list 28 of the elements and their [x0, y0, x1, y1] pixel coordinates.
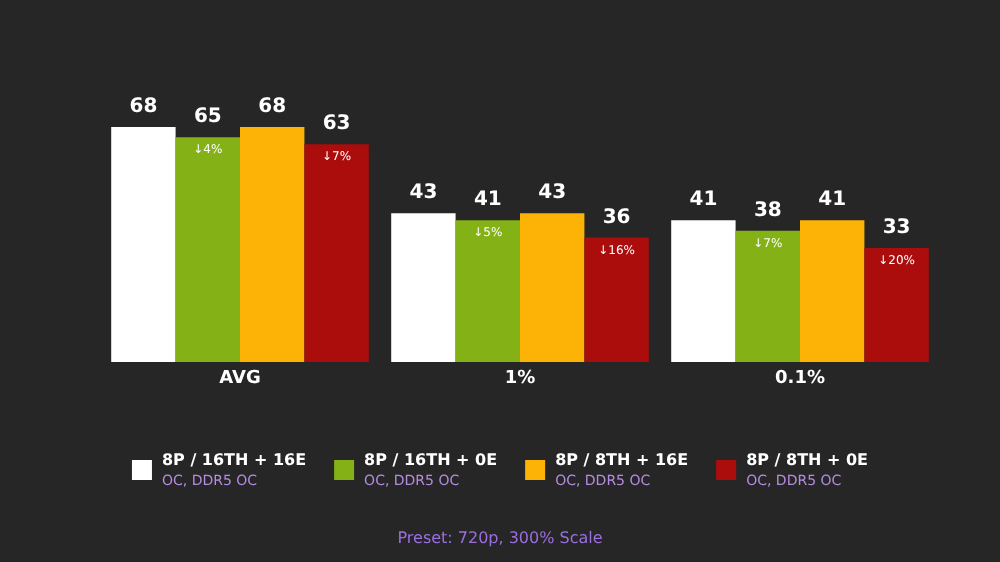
bar	[735, 230, 800, 362]
data-label: 63	[322, 113, 351, 136]
bar	[671, 220, 736, 362]
data-label: 36	[602, 206, 631, 229]
bar	[175, 137, 240, 362]
bar	[304, 144, 369, 362]
bar	[391, 213, 456, 362]
bar	[520, 213, 585, 362]
x-tick-label: 0.1%	[775, 369, 825, 389]
data-label: 41	[818, 189, 847, 212]
text: Preset: 720p, 300% Scale	[397, 529, 603, 547]
data-label: 41	[689, 189, 718, 212]
bar	[111, 126, 176, 362]
data-label: 33	[882, 216, 911, 239]
data-label: 43	[538, 182, 567, 205]
data-label: 38	[753, 199, 782, 222]
bar	[584, 237, 649, 362]
data-label: 68	[258, 95, 287, 118]
data-label: 65	[193, 106, 222, 129]
bar	[800, 220, 865, 362]
x-tick-label: AVG	[219, 369, 261, 389]
bar	[240, 126, 305, 362]
bar	[455, 220, 520, 362]
x-tick-label: 1%	[504, 369, 536, 389]
data-label: 68	[129, 95, 158, 118]
data-label: 41	[473, 189, 502, 212]
bar	[864, 247, 929, 362]
data-label: 43	[409, 182, 438, 205]
